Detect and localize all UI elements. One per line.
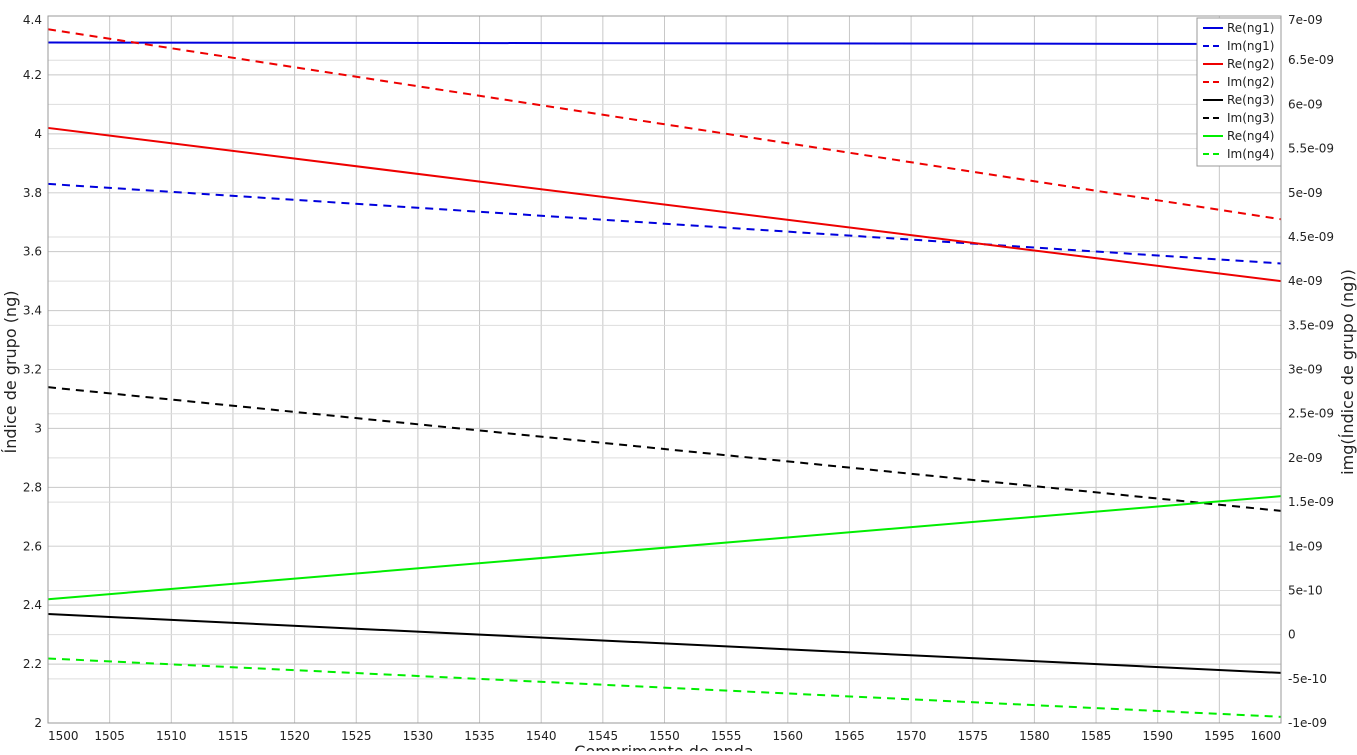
x-tick-label: 1600	[1250, 729, 1281, 743]
y-left-tick-label: 2.2	[23, 657, 42, 671]
y-left-tick-label: 4.4	[23, 13, 42, 27]
series-line-imng4	[47, 657, 1282, 718]
plot-border	[47, 15, 1282, 724]
tick-labels: 1500 1505 1510 1515 1520 1525 1530 1535 1540 1545…	[23, 13, 1334, 743]
x-tick-label: 1565	[834, 729, 865, 743]
y-axis-left-title: Índice de grupo (ng)	[1, 291, 20, 454]
x-tick-label: 1535	[464, 729, 495, 743]
legend-label: Re(ng2)	[1227, 57, 1274, 71]
y-left-tick-label: 2.6	[23, 539, 42, 553]
y-left-tick-label: 3	[34, 421, 42, 435]
x-tick-label: 1530	[403, 729, 434, 743]
y-right-tick-label: 3.5e-09	[1288, 318, 1334, 332]
x-tick-label: 1560	[773, 729, 804, 743]
y-left-tick-label: 4	[34, 127, 42, 141]
legend-label: Re(ng3)	[1227, 93, 1274, 107]
series-line-imng1	[47, 182, 1282, 265]
y-right-tick-label: -1e-09	[1288, 716, 1327, 730]
plot-frame	[47, 15, 1282, 724]
legend-label: Im(ng1)	[1227, 39, 1274, 53]
y-right-tick-label: 4.5e-09	[1288, 230, 1334, 244]
x-tick-label: 1555	[711, 729, 742, 743]
y-right-tick-label: 2.5e-09	[1288, 407, 1334, 421]
y-right-tick-label: 3e-09	[1288, 363, 1323, 377]
y-left-tick-label: 3.2	[23, 363, 42, 377]
legend: Re(ng1) Im(ng1) Re(ng2) Im(ng2) Re(ng3) Im(ng…	[1196, 17, 1282, 167]
x-axis-title: Comprimento de onda	[574, 742, 753, 751]
x-tick-label: 1525	[341, 729, 372, 743]
y-right-tick-label: 4e-09	[1288, 274, 1323, 288]
y-right-tick-label: 5.5e-09	[1288, 142, 1334, 156]
y-right-tick-label: 1.5e-09	[1288, 495, 1334, 509]
x-tick-label: 1585	[1081, 729, 1112, 743]
x-tick-label: 1540	[526, 729, 557, 743]
y-right-tick-label: 7e-09	[1288, 13, 1323, 27]
y-right-tick-label: 2e-09	[1288, 451, 1323, 465]
y-left-tick-label: 3.6	[23, 245, 42, 259]
x-tick-label: 1550	[649, 729, 680, 743]
x-tick-label: 1590	[1142, 729, 1173, 743]
x-tick-label: 1505	[94, 729, 125, 743]
series-line-reng2	[47, 126, 1282, 283]
y-left-tick-label: 2.4	[23, 598, 42, 612]
legend-label: Re(ng1)	[1227, 21, 1274, 35]
x-tick-label: 1570	[896, 729, 927, 743]
y-left-tick-label: 2.8	[23, 480, 42, 494]
series-line-reng4	[47, 495, 1282, 601]
y-right-tick-label: 6e-09	[1288, 97, 1323, 111]
legend-label: Im(ng2)	[1227, 75, 1274, 89]
x-tick-label: 1500	[48, 729, 79, 743]
series-line-imng3	[47, 386, 1282, 512]
series-line-imng2	[47, 28, 1282, 221]
x-tick-label: 1520	[279, 729, 310, 743]
x-tick-label: 1575	[957, 729, 988, 743]
x-tick-label: 1545	[588, 729, 619, 743]
y-axis-right-title: img(Índice de grupo (ng))	[1338, 269, 1357, 475]
x-tick-label: 1515	[218, 729, 249, 743]
x-tick-label: 1510	[156, 729, 187, 743]
y-left-tick-label: 4.2	[23, 68, 42, 82]
series-line-reng3	[47, 613, 1282, 674]
grid	[47, 15, 1282, 724]
y-left-tick-label: 2	[34, 716, 42, 730]
legend-label: Im(ng4)	[1227, 147, 1274, 161]
series-line-reng1	[47, 41, 1282, 45]
legend-label: Re(ng4)	[1227, 129, 1274, 143]
y-right-tick-label: 5e-10	[1288, 583, 1323, 597]
x-tick-label: 1595	[1204, 729, 1235, 743]
y-right-tick-label: 1e-09	[1288, 539, 1323, 553]
legend-label: Im(ng3)	[1227, 111, 1274, 125]
y-left-tick-label: 3.8	[23, 186, 42, 200]
y-right-tick-label: 5e-09	[1288, 186, 1323, 200]
y-right-tick-label: -5e-10	[1288, 672, 1327, 686]
series-layer	[47, 28, 1282, 718]
legend-box	[1196, 17, 1282, 167]
y-left-tick-label: 3.4	[23, 304, 42, 318]
y-right-tick-label: 0	[1288, 628, 1296, 642]
x-tick-label: 1580	[1019, 729, 1050, 743]
y-right-tick-label: 6.5e-09	[1288, 53, 1334, 67]
